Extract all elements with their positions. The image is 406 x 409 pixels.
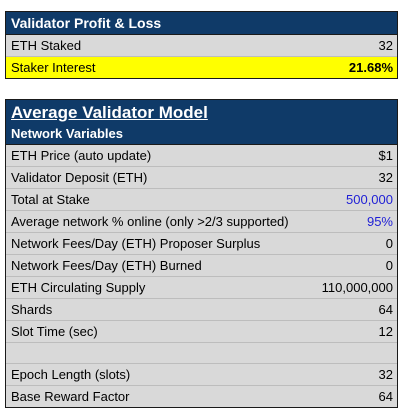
staker-interest-value: 21.68% bbox=[348, 60, 393, 75]
eth-price-value: $1 bbox=[378, 148, 393, 163]
shards-value[interactable]: 64 bbox=[378, 302, 393, 317]
circulating-supply-label: ETH Circulating Supply bbox=[11, 280, 146, 295]
eth-staked-row: ETH Staked 32 bbox=[6, 35, 397, 57]
circulating-supply-row: ETH Circulating Supply 110,000,000 bbox=[6, 277, 397, 299]
fees-burned-value[interactable]: 0 bbox=[385, 258, 393, 273]
slot-time-label: Slot Time (sec) bbox=[11, 324, 98, 339]
base-reward-value[interactable]: 64 bbox=[378, 389, 393, 404]
fees-burned-row: Network Fees/Day (ETH) Burned 0 bbox=[6, 255, 397, 277]
staker-interest-label: Staker Interest bbox=[11, 60, 96, 75]
eth-price-row: ETH Price (auto update) $1 bbox=[6, 145, 397, 167]
validator-model-title: Average Validator Model bbox=[6, 100, 397, 125]
validator-deposit-row: Validator Deposit (ETH) 32 bbox=[6, 167, 397, 189]
validator-model-panel: Average Validator Model Network Variable… bbox=[5, 99, 398, 408]
total-at-stake-row: Total at Stake 500,000 bbox=[6, 189, 397, 211]
validator-deposit-label: Validator Deposit (ETH) bbox=[11, 170, 148, 185]
fees-burned-label: Network Fees/Day (ETH) Burned bbox=[11, 258, 202, 273]
network-variables-heading: Network Variables bbox=[6, 125, 397, 145]
blank-row bbox=[6, 343, 397, 364]
profit-loss-panel: Validator Profit & Loss ETH Staked 32 St… bbox=[5, 11, 398, 79]
network-online-row: Average network % online (only >2/3 supp… bbox=[6, 211, 397, 233]
base-reward-label: Base Reward Factor bbox=[11, 389, 130, 404]
network-online-value[interactable]: 95% bbox=[366, 214, 393, 229]
slot-time-value[interactable]: 12 bbox=[378, 324, 393, 339]
epoch-length-value[interactable]: 32 bbox=[378, 367, 393, 382]
shards-label: Shards bbox=[11, 302, 53, 317]
network-online-label: Average network % online (only >2/3 supp… bbox=[11, 214, 289, 229]
fees-proposer-row: Network Fees/Day (ETH) Proposer Surplus … bbox=[6, 233, 397, 255]
epoch-length-label: Epoch Length (slots) bbox=[11, 367, 131, 382]
base-reward-row: Base Reward Factor 64 bbox=[6, 386, 397, 407]
eth-staked-label: ETH Staked bbox=[11, 38, 82, 53]
fees-proposer-value[interactable]: 0 bbox=[385, 236, 393, 251]
eth-staked-value[interactable]: 32 bbox=[378, 38, 393, 53]
fees-proposer-label: Network Fees/Day (ETH) Proposer Surplus bbox=[11, 236, 261, 251]
circulating-supply-value[interactable]: 110,000,000 bbox=[321, 280, 393, 295]
staker-interest-row: Staker Interest 21.68% bbox=[6, 57, 397, 78]
total-at-stake-value[interactable]: 500,000 bbox=[346, 192, 393, 207]
eth-price-label: ETH Price (auto update) bbox=[11, 148, 152, 163]
validator-deposit-value: 32 bbox=[378, 170, 393, 185]
total-at-stake-label: Total at Stake bbox=[11, 192, 90, 207]
profit-loss-title: Validator Profit & Loss bbox=[6, 12, 397, 35]
shards-row: Shards 64 bbox=[6, 299, 397, 321]
slot-time-row: Slot Time (sec) 12 bbox=[6, 321, 397, 343]
epoch-length-row: Epoch Length (slots) 32 bbox=[6, 364, 397, 386]
